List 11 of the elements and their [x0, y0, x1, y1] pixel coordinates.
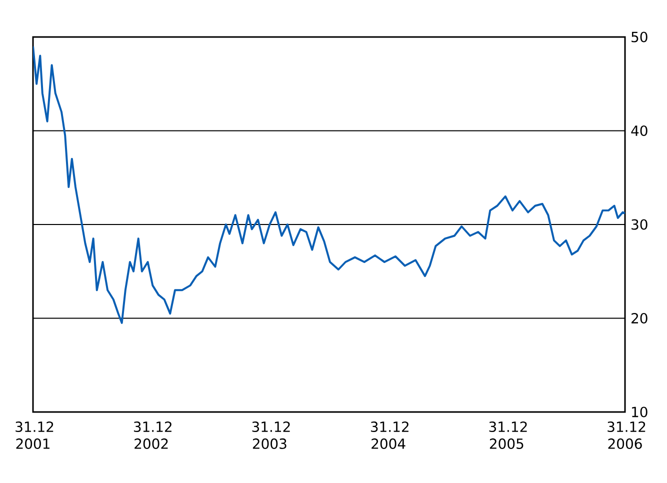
- x-tick-label: 31.12 2002: [134, 421, 172, 449]
- y-tick-label: 10: [632, 406, 648, 418]
- y-tick-label: 30: [632, 219, 648, 230]
- x-tick-label: 31.12 2004: [370, 421, 408, 449]
- x-tick-label: 31.12 2005: [489, 421, 527, 449]
- x-tick-label: 31.12 2003: [252, 421, 290, 449]
- y-tick-label: 50: [632, 32, 648, 42]
- x-tick-label: 31.12 2001: [16, 421, 54, 449]
- y-tick-label: 40: [631, 125, 648, 136]
- y-tick-label: 20: [632, 312, 648, 324]
- x-tick-label: 31.12 2006: [608, 421, 646, 449]
